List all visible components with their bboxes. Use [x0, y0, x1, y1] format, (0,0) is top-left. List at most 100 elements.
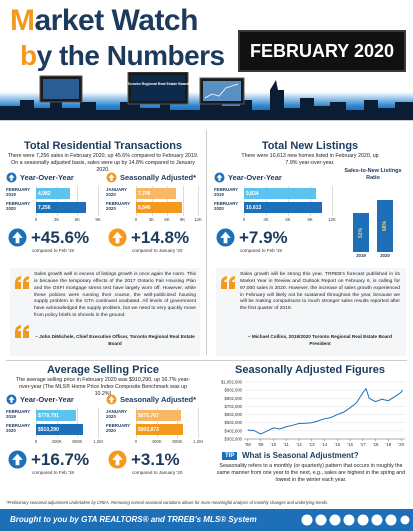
- category-label: FEBRUARY 2020: [6, 201, 31, 211]
- icon-arrow: [112, 453, 123, 466]
- x-tick-label: 9K: [95, 217, 101, 222]
- x-tick-label: 6K: [164, 217, 170, 222]
- bar-chart: Year-Over-Year 0 400K 800K 1.2M FEBRUARY 2019…: [6, 394, 104, 484]
- grid-line: [198, 408, 199, 438]
- bar: [36, 424, 84, 435]
- icon-arrow: [108, 396, 115, 403]
- grid-line: [310, 186, 311, 216]
- x-tick-label: '08: [245, 442, 251, 447]
- category-label: JANUARY 2020: [106, 187, 127, 197]
- chart-icon: [214, 172, 225, 183]
- category-label: 2019: [356, 253, 366, 258]
- value-label: $902,873: [138, 426, 159, 433]
- x-tick-label: 12K: [328, 217, 336, 222]
- value-label: 7,706: [138, 190, 151, 197]
- value-label: 4,982: [38, 190, 51, 197]
- x-tick-label: '11: [283, 442, 289, 447]
- bar-chart: Seasonally Adjusted* 0 3K 6K 9K 12K JANUARY 20…: [106, 172, 204, 262]
- x-tick-label: 0: [34, 439, 38, 444]
- y-tick-label: $1,002,000: [221, 380, 243, 385]
- grid-line: [98, 186, 99, 216]
- bar: [36, 202, 86, 213]
- title: Market Watch: [10, 4, 198, 37]
- chart-title: Year-Over-Year: [228, 173, 282, 182]
- x-tick-label: 800K: [172, 439, 183, 444]
- x-tick-label: 1.2M: [193, 439, 203, 444]
- change-value: +16.7%: [31, 450, 90, 469]
- section-description: The average selling price in February 20…: [15, 377, 191, 398]
- section-title: Average Selling Price: [46, 364, 160, 376]
- x-tick-label: '20: [398, 442, 404, 447]
- x-tick-label: 1.2M: [93, 439, 103, 444]
- y-tick-label: $402,000: [225, 428, 243, 433]
- x-tick-label: 400K: [51, 439, 62, 444]
- chart-title: Seasonally Adjusted*: [120, 173, 196, 182]
- social-icons: [301, 514, 410, 526]
- quote-author: – John DiMichele, Chief Executive Office…: [35, 334, 195, 346]
- x-tick-label: 0: [134, 439, 138, 444]
- tip-badge: TIP: [222, 452, 238, 460]
- category-label: FEBRUARY 2020: [106, 423, 131, 433]
- bar: [136, 202, 182, 213]
- change-note: compared to January '20: [132, 248, 183, 253]
- change-icon: [108, 450, 127, 469]
- quote-box: [216, 268, 406, 356]
- icon-arrow: [216, 174, 223, 181]
- section-description: There were 10,613 new homes listed in Fe…: [241, 153, 379, 167]
- grid-line: [136, 408, 137, 438]
- category-label: FEBRUARY 2019: [214, 187, 239, 197]
- value-label: $910,290: [38, 426, 59, 433]
- x-tick-label: 12K: [194, 217, 202, 222]
- bar: [377, 200, 393, 252]
- icon-arrow: [220, 231, 231, 244]
- x-tick-label: '16: [347, 442, 353, 447]
- value-label: 9,834: [246, 190, 259, 197]
- chart-title: Seasonally Adjusted*: [120, 395, 196, 404]
- date-box: FEBRUARY 2020: [238, 30, 406, 72]
- value-label: $779,791: [38, 412, 59, 419]
- value-label: $875,767: [138, 412, 159, 419]
- grid-line: [156, 408, 158, 438]
- value-label: 10,613: [246, 204, 262, 211]
- quote-text: Sales growth well in excess of listings …: [34, 272, 196, 319]
- grid-line: [288, 186, 289, 216]
- x-tick-label: 3K: [53, 217, 60, 222]
- x-tick-label: '10: [271, 442, 277, 447]
- x-tick-label: 400K: [151, 439, 162, 444]
- x-tick-label: '09: [258, 442, 264, 447]
- x-tick-label: 6K: [74, 217, 81, 222]
- line-chart: $302,000 $402,000 $502,000 $602,000 $702,000…: [221, 380, 405, 447]
- quote-icon: [221, 276, 235, 289]
- change-value: +7.9%: [239, 228, 288, 247]
- bar: [136, 410, 182, 421]
- x-tick-label: '12: [296, 442, 302, 447]
- grid-line: [136, 186, 137, 216]
- icon-arrow: [112, 231, 123, 244]
- icon-arrow: [8, 396, 15, 403]
- chart-icon: [106, 394, 117, 405]
- y-tick-label: $502,000: [225, 420, 243, 425]
- x-tick-label: 6K: [285, 217, 291, 222]
- grid-line: [56, 186, 58, 216]
- grid-line: [244, 186, 245, 216]
- x-tick-label: 3K: [148, 217, 155, 222]
- x-tick-label: '15: [334, 442, 340, 447]
- grid-line: [177, 408, 178, 438]
- bar-chart: Sales-to-New Listings Ratio 51% 2019 68% 202…: [344, 168, 402, 260]
- icon-arrow: [12, 453, 23, 466]
- grid-line: [36, 408, 37, 438]
- category-label: JANUARY 2020: [106, 409, 127, 419]
- grid-line: [182, 186, 183, 216]
- change-value: +3.1%: [131, 450, 180, 469]
- change-note: compared to Feb '19: [32, 248, 74, 253]
- x-tick-label: '14: [322, 442, 328, 447]
- quote-author: – Michael Collins, 2019/2020 Toronto Reg…: [248, 334, 392, 346]
- x-tick-label: 3K: [263, 217, 269, 222]
- data-line: [247, 387, 403, 435]
- change-value: +14.8%: [131, 228, 190, 247]
- grid-line: [332, 186, 333, 216]
- section-title: Seasonally Adjusted Figures: [235, 364, 385, 376]
- grid-line: [266, 186, 267, 216]
- change-note: compared to January '20: [132, 470, 183, 475]
